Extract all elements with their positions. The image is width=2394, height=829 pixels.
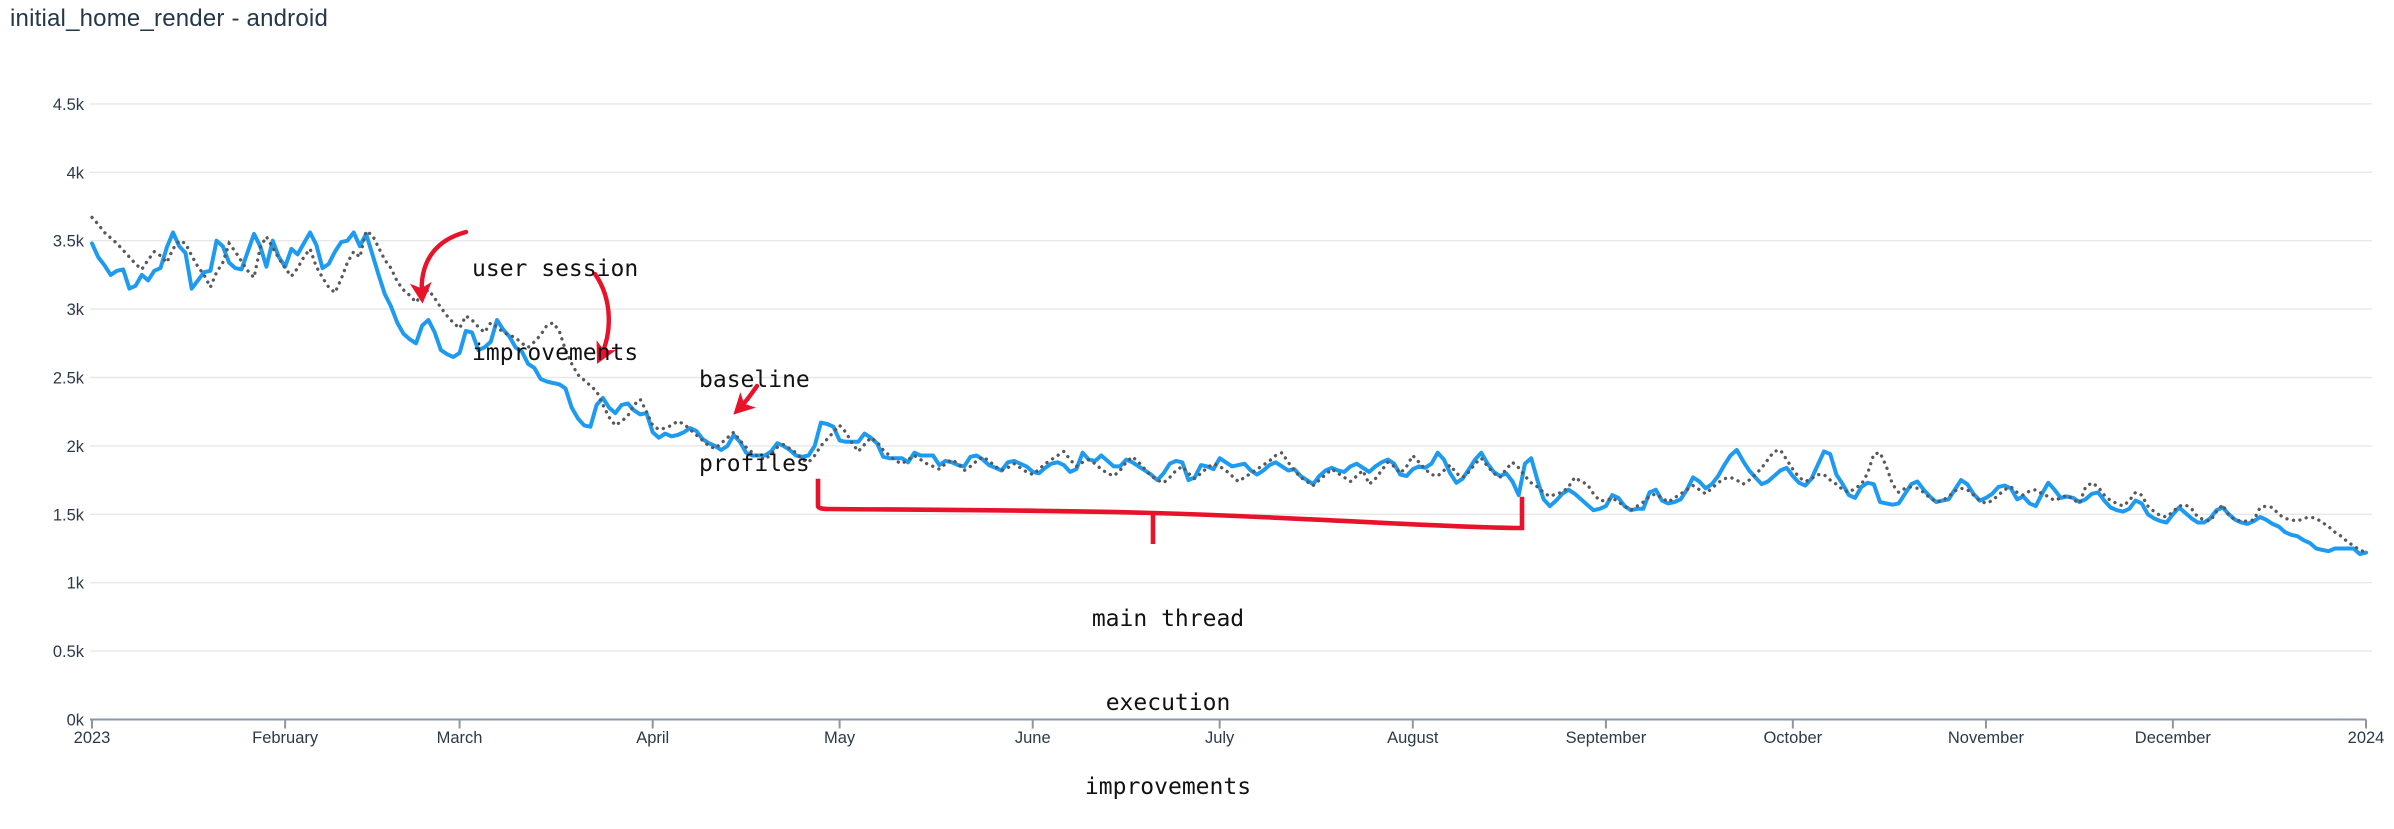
x-tick-label: 2024: [2348, 729, 2385, 747]
annotation-line: baseline: [699, 367, 810, 393]
annotation-line: main thread: [1091, 606, 1245, 632]
y-tick-label: 2k: [67, 438, 85, 456]
y-tick-label: 4k: [67, 164, 85, 182]
x-tick-label: March: [437, 729, 483, 747]
annotation-line: improvements: [1084, 774, 1252, 800]
annotation-arrows: [409, 229, 1525, 544]
baseline-profiles-arrow: [733, 383, 760, 415]
annotation-user-session: user session improvements: [472, 199, 638, 395]
annotation-baseline-profiles: baseline profiles: [699, 310, 810, 506]
page-title: initial_home_render - android: [10, 5, 328, 32]
x-tick-label: February: [252, 729, 319, 747]
x-axis: [90, 718, 2367, 729]
x-tick-label: September: [1566, 729, 1647, 747]
y-tick-label: 1k: [67, 575, 85, 593]
timeseries-chart[interactable]: 0k 0.5k 1k 1.5k 2k 2.5k 3k 3.5k 4k 4.5k 2023 Februa…: [0, 0, 2394, 758]
series-line-dotted[interactable]: [90, 215, 2368, 555]
x-tick-label: August: [1387, 729, 1439, 747]
x-tick-label: 2023: [74, 729, 111, 747]
y-tick-label: 0k: [67, 712, 85, 730]
y-tick-label: 1.5k: [53, 506, 85, 524]
y-tick-label: 3k: [67, 301, 85, 319]
y-tick-label: 0.5k: [53, 643, 85, 661]
annotation-line: profiles: [699, 451, 810, 477]
x-tick-label: April: [636, 729, 669, 747]
chart-page: { "header": { "title": "initial_home_ren…: [0, 0, 2394, 800]
user-session-arrow-left: [409, 229, 469, 304]
x-tick-label: June: [1015, 729, 1051, 747]
annotation-line: improvements: [472, 340, 639, 366]
y-tick-label: 2.5k: [53, 370, 85, 388]
annotation-line: execution: [1105, 690, 1231, 716]
x-tick-label: October: [1763, 729, 1822, 747]
series-lines: [90, 215, 2368, 556]
annotation-main-thread: main thread execution improvements: [1048, 549, 1288, 829]
annotation-line: user session: [472, 256, 639, 282]
y-tick-label: 3.5k: [53, 233, 85, 251]
user-session-arrow-right: [592, 271, 617, 364]
series-line-solid[interactable]: [90, 230, 2368, 556]
x-tick-label: December: [2135, 729, 2212, 747]
x-tick-label: November: [1948, 729, 2025, 747]
x-tick-label: July: [1205, 729, 1235, 747]
axis-tick-labels: 0k 0.5k 1k 1.5k 2k 2.5k 3k 3.5k 4k 4.5k 2023 Februa…: [53, 96, 2385, 747]
main-thread-bracket: [815, 478, 1525, 531]
y-tick-label: 4.5k: [53, 96, 85, 114]
x-tick-label: May: [824, 729, 856, 747]
